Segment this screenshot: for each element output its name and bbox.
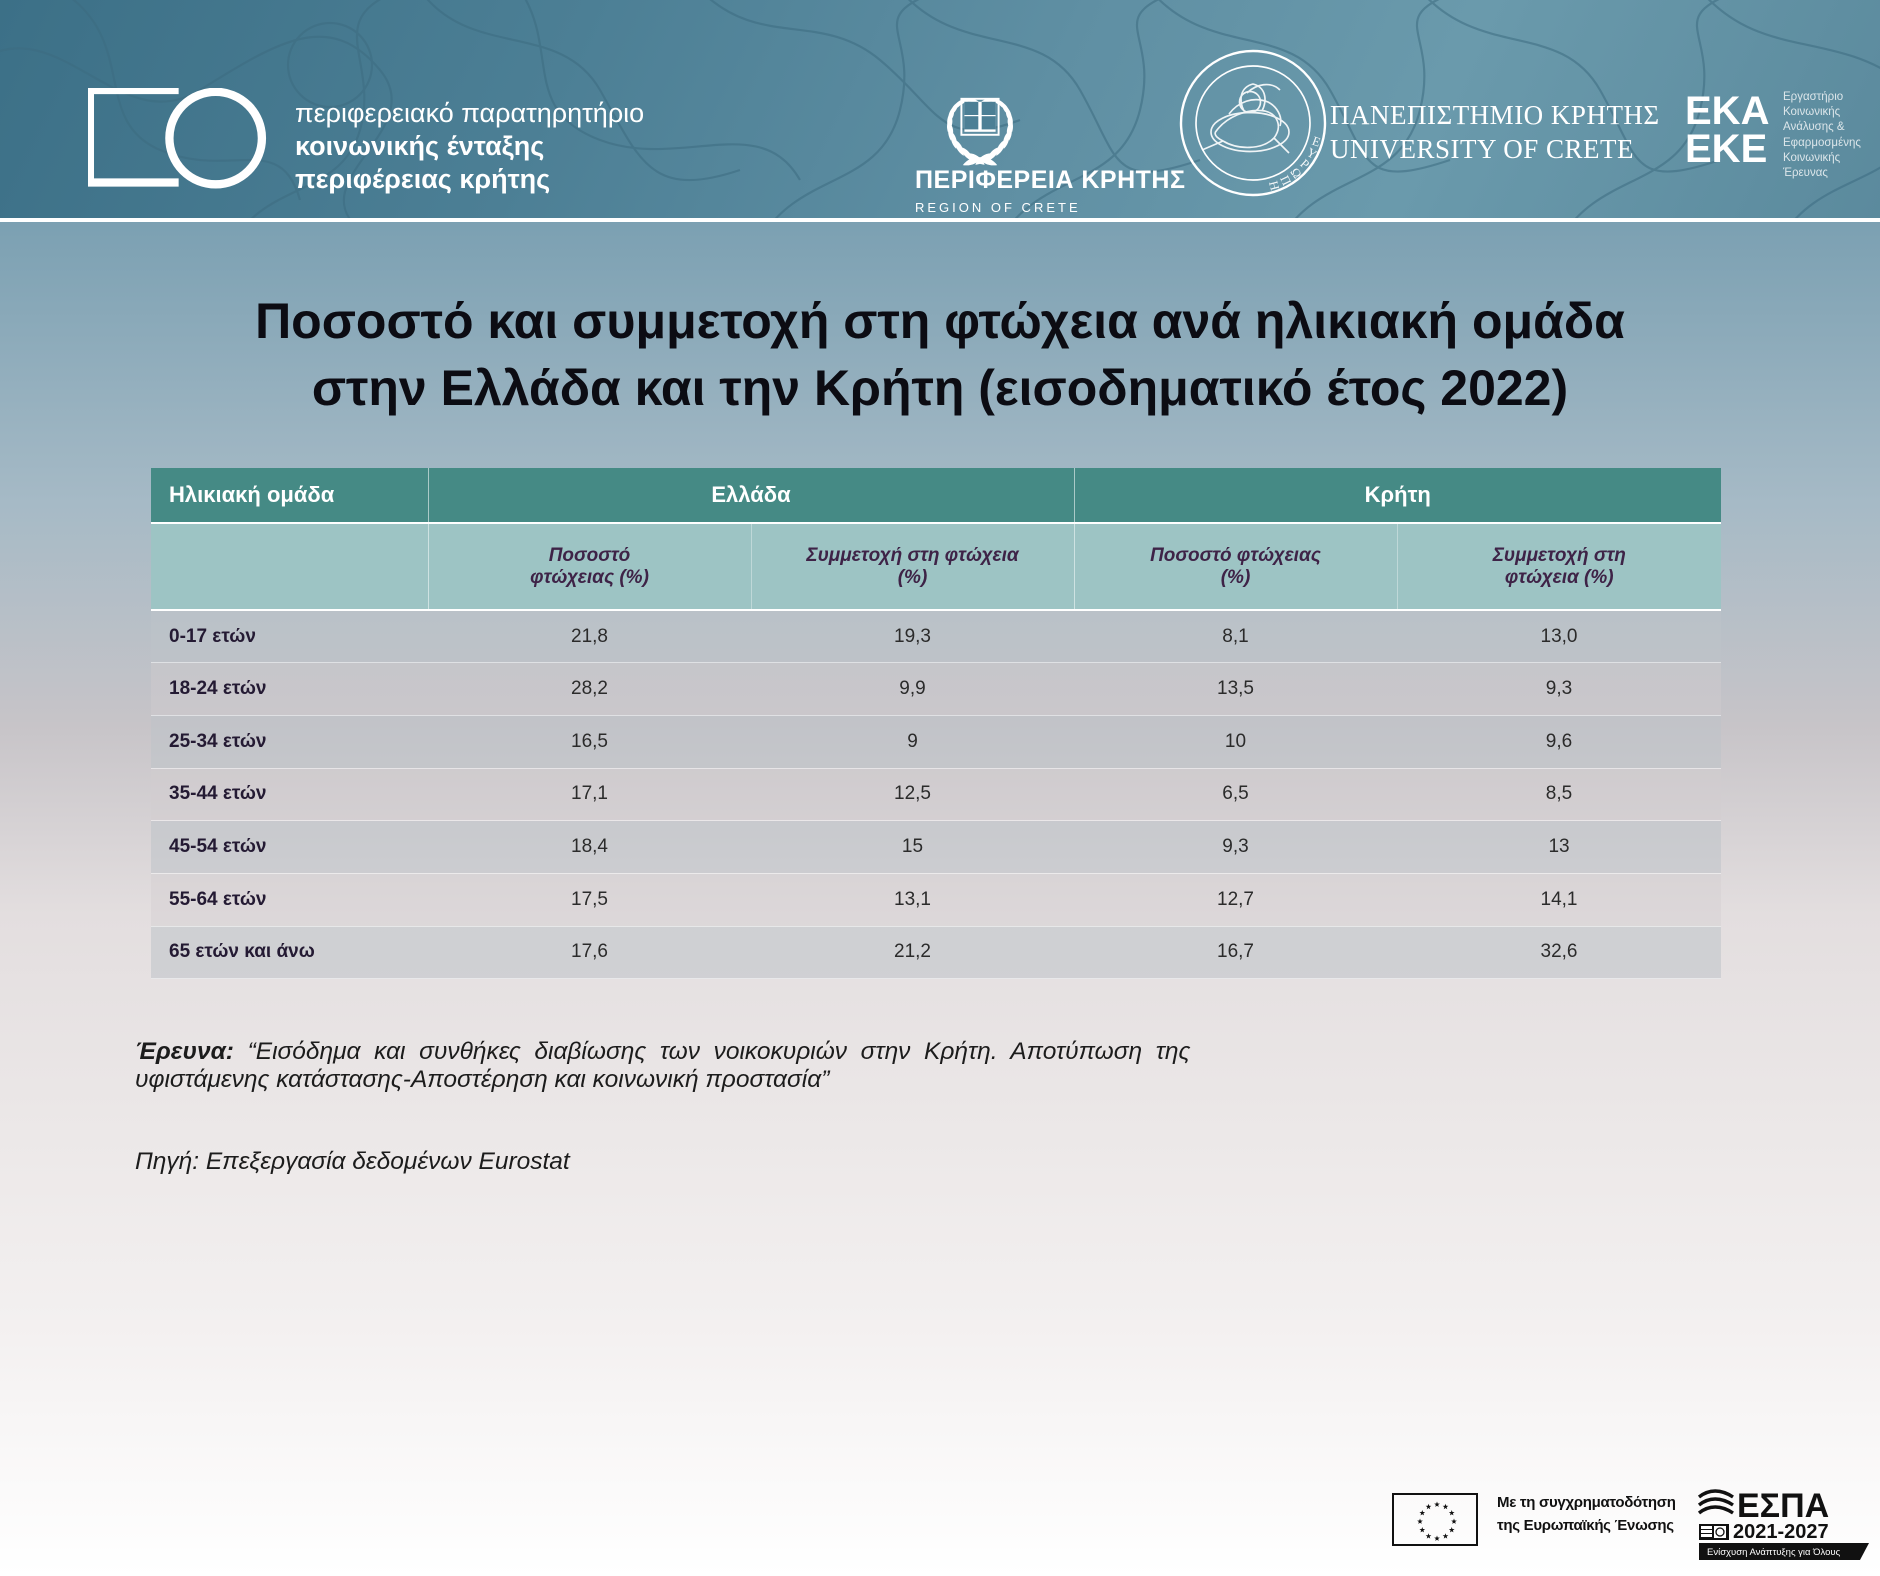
svg-text:ΕΣΠΑ: ΕΣΠΑ bbox=[1737, 1487, 1829, 1525]
svg-text:Ενίσχυση Ανάπτυξης για Όλους: Ενίσχυση Ανάπτυξης για Όλους bbox=[1707, 1547, 1841, 1558]
svg-text:2021-2027: 2021-2027 bbox=[1733, 1521, 1829, 1543]
